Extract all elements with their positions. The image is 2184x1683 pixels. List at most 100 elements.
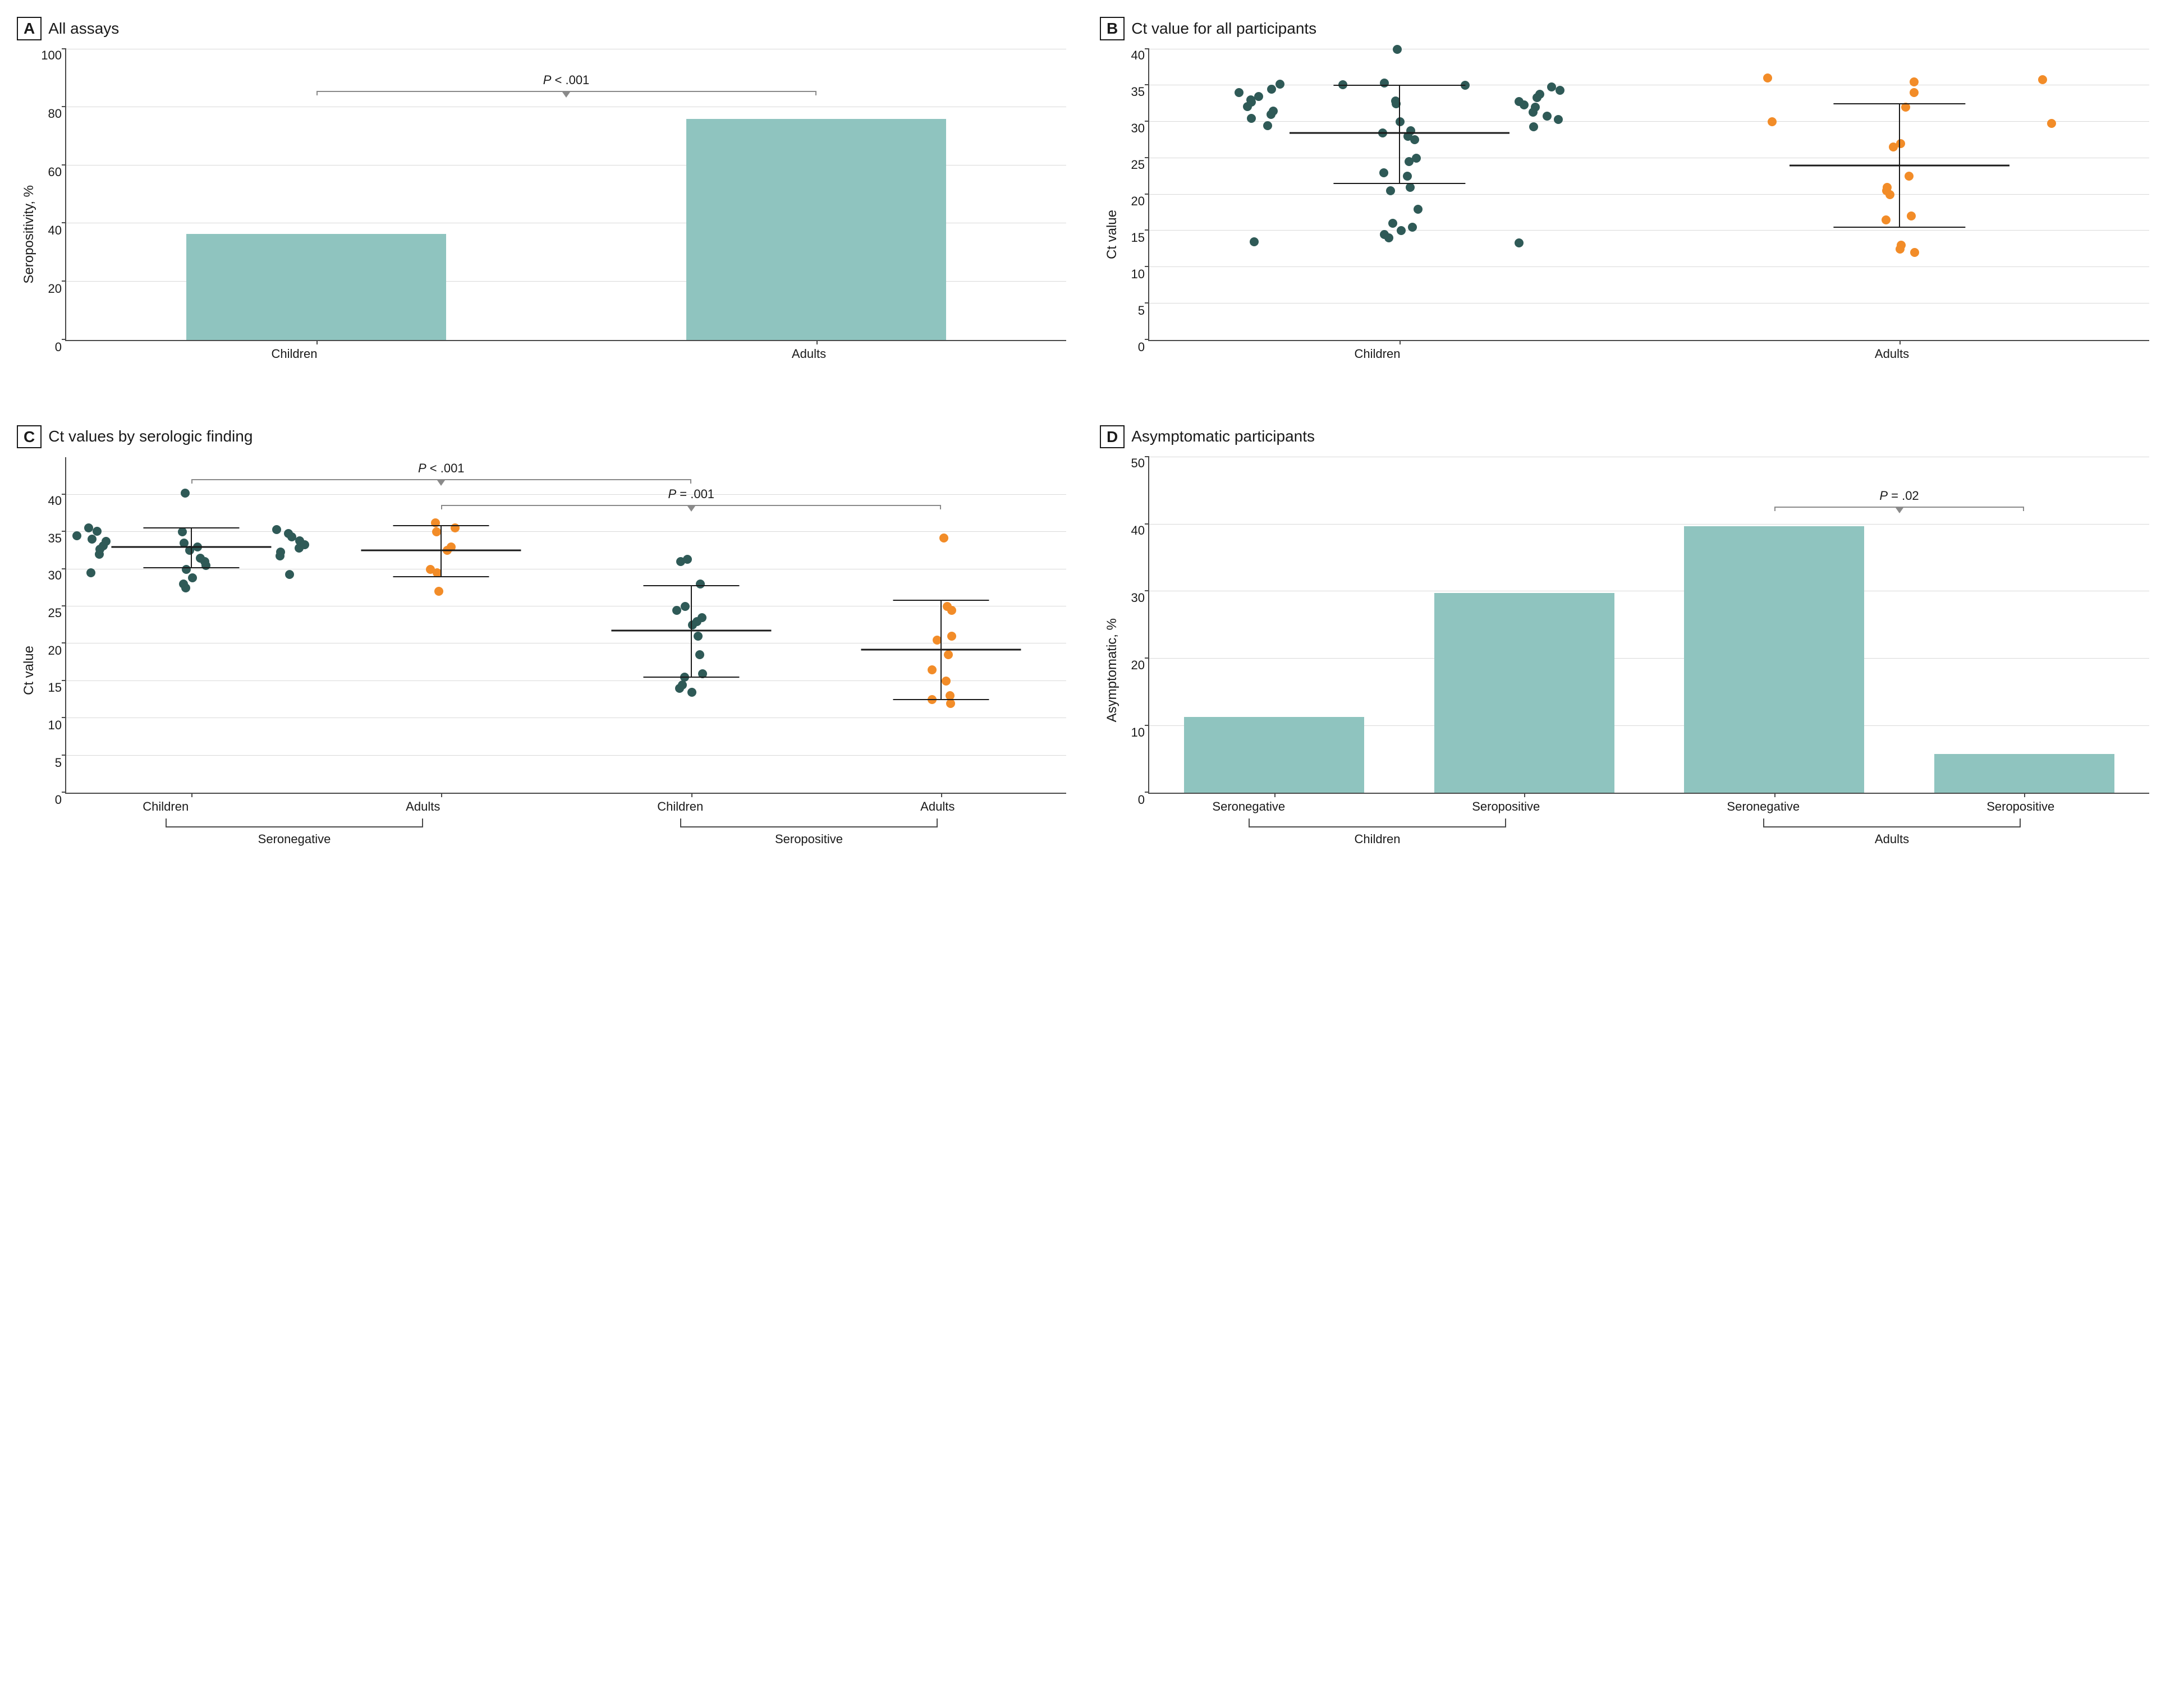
data-point	[178, 527, 187, 536]
ytick-mark	[62, 339, 66, 340]
panel-b-letter: B	[1100, 17, 1125, 40]
data-point	[276, 548, 285, 557]
panel-a-xlabels: ChildrenAdults	[37, 347, 1066, 397]
data-point	[1396, 117, 1405, 126]
pvalue-text: P < .001	[418, 461, 465, 476]
ytick-mark	[1145, 523, 1149, 525]
xtick-mark	[2024, 793, 2025, 797]
panel-c-yticks: 0510152025303540	[37, 457, 65, 794]
xtick-mark	[816, 340, 818, 344]
data-point	[1882, 215, 1891, 224]
ytick-mark	[1145, 229, 1149, 231]
ytick-mark	[1145, 725, 1149, 726]
error-whisker	[691, 586, 692, 677]
data-point	[1910, 248, 1919, 257]
data-point	[1403, 172, 1412, 181]
data-point	[1768, 117, 1777, 126]
data-point	[1907, 211, 1916, 220]
data-point	[944, 650, 953, 659]
xtick-label: Seropositive	[1472, 799, 1540, 814]
grid-line	[66, 531, 1066, 532]
error-cap	[893, 699, 989, 700]
xtick-label: Children	[143, 799, 189, 814]
data-point	[683, 555, 692, 564]
error-cap	[1833, 227, 1965, 228]
ytick-mark	[62, 642, 66, 643]
ytick-mark	[62, 717, 66, 718]
panel-d-ylabel: Asymptomatic, %	[1100, 596, 1120, 722]
data-point	[1250, 237, 1259, 246]
data-point	[928, 665, 937, 674]
error-cap	[143, 527, 239, 528]
bar	[186, 234, 446, 340]
data-point	[696, 580, 705, 588]
xtick-label: Seronegative	[1212, 799, 1285, 814]
data-point	[1405, 157, 1414, 166]
ytick-mark	[62, 164, 66, 165]
data-point	[95, 545, 104, 554]
ytick-mark	[62, 222, 66, 223]
mean-line	[1789, 164, 2009, 166]
ytick-mark	[1145, 266, 1149, 267]
grid-line	[66, 755, 1066, 756]
panel-a-plot: P < .001	[65, 49, 1066, 341]
data-point	[93, 527, 102, 536]
mean-line	[611, 629, 771, 631]
data-point	[1410, 135, 1419, 144]
data-point	[1529, 108, 1538, 117]
panel-d-header: D Asymptomatic participants	[1100, 425, 2149, 449]
data-point	[688, 620, 697, 629]
xtick-label: Children	[657, 799, 703, 814]
xtick-label: Adults	[406, 799, 440, 814]
data-point	[1275, 80, 1284, 89]
ytick-mark	[1145, 194, 1149, 195]
data-point	[88, 535, 97, 544]
mean-line	[111, 546, 271, 548]
data-point	[694, 632, 703, 641]
data-point	[72, 531, 81, 540]
pvalue-marker-icon	[562, 92, 570, 98]
error-cap	[1333, 183, 1465, 184]
mean-line	[861, 649, 1021, 651]
ytick-mark	[62, 792, 66, 793]
data-point	[1882, 186, 1891, 195]
data-point	[181, 583, 190, 592]
panel-d-letter: D	[1100, 425, 1125, 449]
data-point	[1397, 226, 1406, 235]
pvalue-marker-icon	[1896, 508, 1903, 513]
data-point	[1235, 88, 1244, 97]
data-point	[182, 565, 191, 574]
data-point	[181, 489, 190, 498]
data-point	[201, 561, 210, 570]
ytick-mark	[1145, 590, 1149, 591]
xtick-label: Adults	[920, 799, 955, 814]
panel-a-title: All assays	[48, 20, 119, 38]
ytick-mark	[1145, 48, 1149, 49]
panel-d-yticks: 01020304050	[1120, 457, 1148, 794]
data-point	[1910, 77, 1919, 86]
panel-d-chart: Asymptomatic, % 01020304050 P = .02 Sero…	[1100, 457, 2149, 861]
data-point	[678, 680, 687, 689]
data-point	[1263, 121, 1272, 130]
ytick-mark	[1145, 157, 1149, 158]
error-cap	[643, 585, 739, 586]
panel-b-ylabel: Ct value	[1100, 187, 1120, 259]
data-point	[1388, 219, 1397, 228]
ytick-mark	[62, 568, 66, 569]
data-point	[687, 688, 696, 697]
group-label: Seropositive	[775, 832, 843, 847]
xtick-label: Seronegative	[1727, 799, 1800, 814]
data-point	[1763, 73, 1772, 82]
data-point	[1380, 230, 1389, 239]
panel-c-plot: P < .001P = .001	[65, 457, 1066, 794]
xtick-mark	[441, 793, 442, 797]
panel-c-xlabels: ChildrenAdultsChildrenAdultsSeronegative…	[37, 799, 1066, 861]
data-point	[1910, 88, 1919, 97]
data-point	[1379, 168, 1388, 177]
panel-c-letter: C	[17, 425, 42, 449]
data-point	[1414, 205, 1423, 214]
grid-line	[1149, 194, 2149, 195]
group-bracket	[166, 818, 423, 827]
error-cap	[893, 600, 989, 601]
ytick-mark	[1145, 339, 1149, 340]
